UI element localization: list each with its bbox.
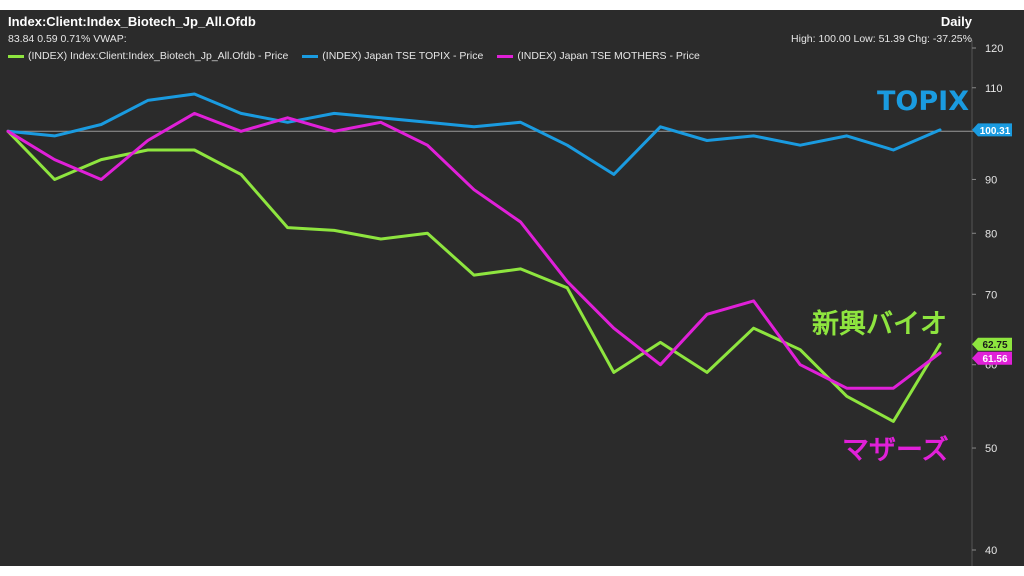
last-value-badge: 62.75 — [972, 337, 1012, 351]
legend-swatch-topix — [302, 54, 319, 58]
y-tick-label: 90 — [985, 174, 997, 186]
quote-summary: 83.84 0.59 0.71% VWAP: — [8, 33, 127, 45]
legend-swatch-biotech — [8, 54, 24, 58]
badge-label: 100.31 — [980, 126, 1011, 137]
last-value-badge: 100.31 — [972, 123, 1012, 137]
period-label[interactable]: Daily — [940, 14, 972, 29]
y-tick-label: 40 — [985, 545, 997, 557]
series-lines — [6, 92, 942, 423]
chart-title: Index:Client:Index_Biotech_Jp_All.Ofdb — [8, 14, 256, 29]
last-value-badge: 61.56 — [972, 351, 1012, 365]
legend: (INDEX) Index:Client:Index_Biotech_Jp_Al… — [8, 50, 700, 62]
badge-shape — [972, 351, 1012, 365]
legend-label-topix: (INDEX) Japan TSE TOPIX - Price — [322, 50, 484, 62]
range-stats: High: 100.00 Low: 51.39 Chg: -37.25% — [791, 33, 972, 45]
series-line — [6, 92, 942, 176]
badge-shape — [972, 123, 1012, 137]
y-tick-label: 80 — [985, 228, 997, 240]
annotation-biotech: 新興バイオ — [812, 309, 947, 340]
last-value-labels: 100.31 62.75 61.56 — [972, 123, 1012, 365]
y-tick-label: 110 — [985, 83, 1003, 95]
legend-label-biotech: (INDEX) Index:Client:Index_Biotech_Jp_Al… — [28, 50, 289, 62]
series-line — [6, 111, 942, 390]
series-line — [6, 129, 942, 423]
y-tick-label: 70 — [985, 289, 997, 301]
y-axis: 405060708090100110120 — [971, 40, 1003, 566]
annotation-mothers: マザーズ — [842, 435, 949, 466]
legend-item-biotech[interactable]: (INDEX) Index:Client:Index_Biotech_Jp_Al… — [8, 50, 288, 62]
legend-swatch-mothers — [497, 54, 514, 58]
legend-item-mothers[interactable]: (INDEX) Japan TSE MOTHERS - Price — [497, 50, 700, 62]
y-tick-label: 50 — [985, 443, 997, 455]
chart-panel — [0, 10, 1024, 566]
badge-shape — [972, 337, 1012, 351]
y-tick-label: 120 — [985, 43, 1003, 55]
badge-label: 62.75 — [982, 340, 1007, 351]
badge-label: 61.56 — [982, 354, 1007, 365]
legend-label-mothers: (INDEX) Japan TSE MOTHERS - Price — [517, 50, 700, 62]
legend-item-topix[interactable]: (INDEX) Japan TSE TOPIX - Price — [302, 50, 483, 62]
annotation-topix: TOPIX — [877, 86, 970, 117]
